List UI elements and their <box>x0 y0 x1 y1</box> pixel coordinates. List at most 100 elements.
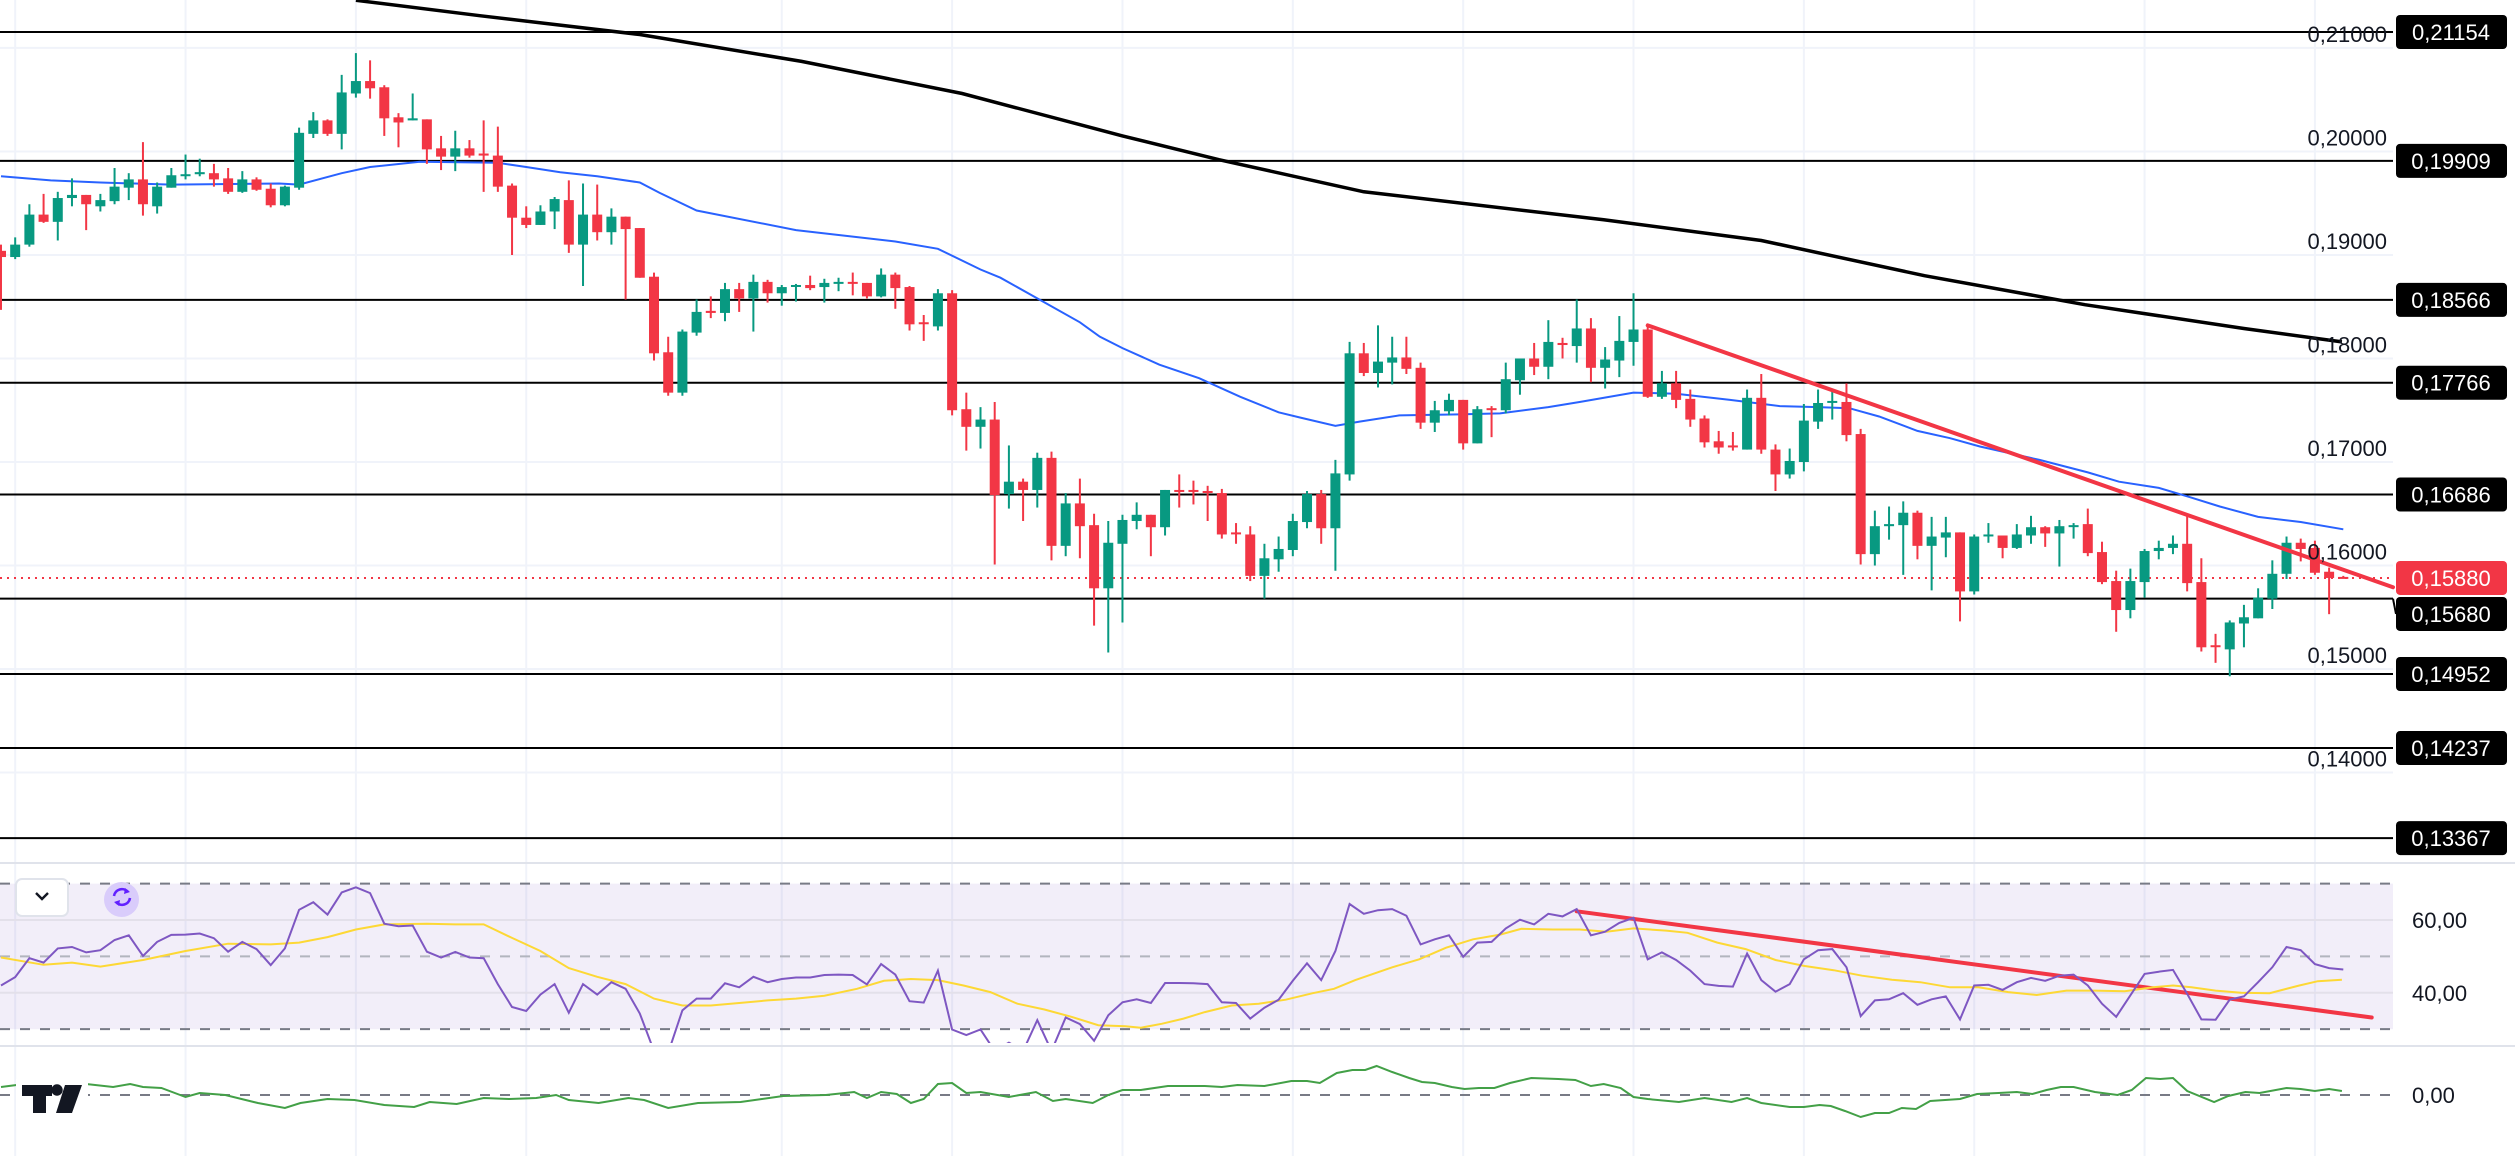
candle <box>1656 370 1667 399</box>
trendlines[interactable] <box>1574 323 2395 1020</box>
moving-averages <box>0 0 2344 531</box>
candle <box>1585 318 1596 383</box>
candle-body <box>1231 532 1242 535</box>
chevron-down-icon <box>33 889 51 907</box>
collapse-panel-button[interactable] <box>15 878 69 917</box>
candle <box>66 178 77 207</box>
candle-body <box>1443 399 1454 412</box>
candle-body <box>1089 525 1100 589</box>
candle-body <box>1259 558 1270 576</box>
candle-body <box>734 289 745 299</box>
level-label[interactable]: 0,19909 <box>2396 143 2507 178</box>
candle-body <box>1344 353 1355 475</box>
level-label-box <box>2396 365 2507 400</box>
candle-body <box>1500 379 1511 411</box>
candle-body <box>279 186 290 206</box>
level-label[interactable]: 0,21154 <box>2396 14 2507 49</box>
candle-body <box>705 310 716 313</box>
candle-body <box>81 194 92 205</box>
candle-body <box>208 173 219 180</box>
level-label[interactable]: 0,16686 <box>2396 477 2507 512</box>
level-label[interactable]: 0,14952 <box>2396 657 2507 692</box>
candle-body <box>1003 481 1014 495</box>
candle <box>2040 526 2051 547</box>
rsi-lines <box>0 886 2344 1043</box>
candle <box>1018 478 1029 522</box>
candle-body <box>1770 449 1781 475</box>
candle <box>734 282 745 312</box>
candle-body <box>876 274 887 297</box>
candle-body <box>1557 342 1568 346</box>
level-label-text: 0,16686 <box>2411 483 2491 508</box>
candle-body <box>578 214 589 245</box>
candle-body <box>918 322 929 325</box>
candle <box>563 180 574 253</box>
candle-body <box>521 217 532 225</box>
candle <box>1273 536 1284 572</box>
candle-body <box>350 81 361 94</box>
candle <box>1174 474 1185 508</box>
rsi-band <box>0 883 2393 1030</box>
last-price-text: 0,15880 <box>2411 566 2491 591</box>
candle <box>1202 485 1213 522</box>
candle-body <box>1571 328 1582 347</box>
rsi-trendline[interactable] <box>1574 909 2374 1020</box>
price-trendline[interactable] <box>1645 323 2395 590</box>
candle-body <box>890 274 901 289</box>
candle-body <box>663 352 674 393</box>
candle <box>2111 570 2122 632</box>
candle-body <box>1784 460 1795 475</box>
candle-body <box>748 281 759 299</box>
candle-body <box>1458 399 1469 444</box>
candle-body <box>1742 397 1753 450</box>
candle-body <box>180 174 191 177</box>
candle <box>634 228 645 278</box>
level-label[interactable]: 0,15680 <box>2392 596 2507 631</box>
candle <box>109 168 120 205</box>
candle <box>819 278 830 303</box>
candle <box>1145 514 1156 557</box>
momentum-lines <box>0 1064 2343 1119</box>
candle <box>237 171 248 193</box>
candle-body <box>563 200 574 245</box>
candle-body <box>805 284 816 289</box>
candle <box>847 272 858 296</box>
candle-body <box>1216 493 1227 535</box>
level-label[interactable]: 0,18566 <box>2396 282 2507 317</box>
candle-body <box>1969 536 1980 592</box>
candle-body <box>1032 457 1043 490</box>
last-price-label[interactable]: 0,15880 <box>2396 560 2507 595</box>
candle-body <box>1727 445 1738 448</box>
level-label[interactable]: 0,17766 <box>2396 365 2507 400</box>
candle <box>1997 535 2008 559</box>
candle <box>1330 459 1341 571</box>
price-axis[interactable]: 0,21000 0,20000 0,19000 0,18000 0,17000 0,160… <box>2307 14 2507 1108</box>
candle <box>1884 506 1895 540</box>
candle-body <box>1415 367 1426 423</box>
y-tick-label: 0,14000 <box>2307 747 2387 772</box>
candle-body <box>790 284 801 287</box>
candle-body <box>1898 512 1909 526</box>
tradingview-logo[interactable] <box>16 1079 88 1119</box>
candle-body <box>1401 357 1412 369</box>
candle <box>620 216 631 300</box>
level-label-text: 0,17766 <box>2411 371 2491 396</box>
candle <box>1685 389 1696 427</box>
level-label[interactable]: 0,14237 <box>2396 731 2507 766</box>
candle-body <box>336 92 347 134</box>
y-tick-label: 0,17000 <box>2307 436 2387 461</box>
candle <box>1940 516 1951 558</box>
candle <box>1032 452 1043 508</box>
y-tick-label: 0,21000 <box>2307 22 2387 47</box>
candle <box>1770 444 1781 491</box>
candle-body <box>719 289 730 313</box>
candle <box>464 140 475 158</box>
refresh-button[interactable] <box>104 882 139 917</box>
level-label[interactable]: 0,13367 <box>2396 821 2507 856</box>
candle <box>961 392 972 451</box>
level-label-box <box>2396 821 2507 856</box>
candle <box>1529 342 1540 376</box>
ma50-line <box>0 160 2344 531</box>
candle-body <box>1117 519 1128 544</box>
